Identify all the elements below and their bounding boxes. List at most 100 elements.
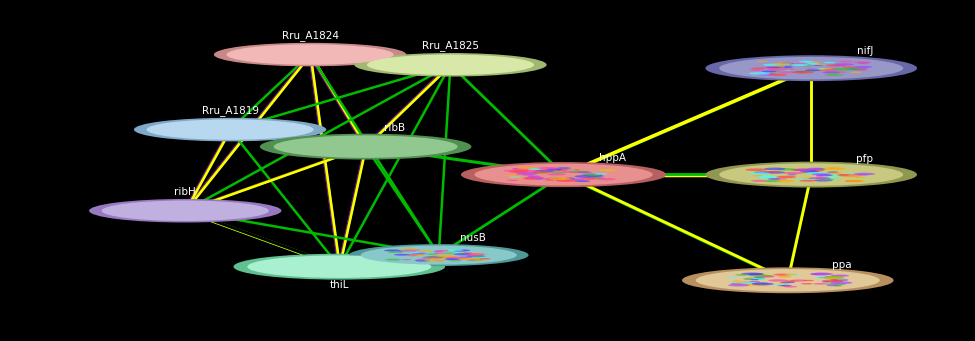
- Ellipse shape: [547, 168, 563, 170]
- Ellipse shape: [516, 172, 537, 175]
- Ellipse shape: [461, 162, 666, 187]
- Ellipse shape: [784, 69, 795, 70]
- Ellipse shape: [823, 72, 837, 73]
- Ellipse shape: [741, 272, 762, 275]
- Ellipse shape: [754, 277, 765, 278]
- Ellipse shape: [751, 282, 768, 284]
- Ellipse shape: [836, 279, 846, 281]
- Ellipse shape: [749, 69, 764, 71]
- Ellipse shape: [394, 254, 410, 256]
- Ellipse shape: [503, 170, 521, 172]
- Ellipse shape: [850, 72, 862, 73]
- Ellipse shape: [763, 180, 782, 182]
- Ellipse shape: [402, 251, 419, 254]
- Ellipse shape: [802, 173, 813, 174]
- Ellipse shape: [834, 285, 842, 286]
- Ellipse shape: [466, 255, 480, 256]
- Ellipse shape: [547, 173, 565, 176]
- Ellipse shape: [822, 178, 835, 180]
- Ellipse shape: [773, 63, 792, 65]
- Ellipse shape: [781, 70, 791, 71]
- Ellipse shape: [534, 170, 555, 172]
- Ellipse shape: [822, 280, 843, 282]
- Ellipse shape: [822, 281, 831, 282]
- Ellipse shape: [748, 283, 768, 286]
- Ellipse shape: [830, 279, 848, 281]
- Ellipse shape: [786, 274, 799, 276]
- Ellipse shape: [813, 168, 823, 169]
- Ellipse shape: [448, 249, 463, 251]
- Ellipse shape: [810, 273, 830, 275]
- Ellipse shape: [754, 275, 774, 277]
- Ellipse shape: [802, 65, 813, 66]
- Ellipse shape: [101, 201, 269, 221]
- Ellipse shape: [806, 168, 825, 170]
- Ellipse shape: [835, 68, 850, 70]
- Ellipse shape: [831, 275, 849, 277]
- Ellipse shape: [829, 173, 842, 174]
- Ellipse shape: [837, 174, 849, 176]
- Ellipse shape: [406, 253, 419, 254]
- Ellipse shape: [754, 275, 773, 277]
- Ellipse shape: [858, 62, 870, 63]
- Ellipse shape: [853, 61, 872, 64]
- Ellipse shape: [523, 177, 543, 180]
- Ellipse shape: [751, 68, 764, 69]
- Text: hppA: hppA: [599, 152, 626, 163]
- Ellipse shape: [454, 252, 475, 254]
- Ellipse shape: [831, 68, 841, 70]
- Ellipse shape: [805, 169, 820, 170]
- Ellipse shape: [453, 253, 473, 255]
- Ellipse shape: [731, 283, 743, 284]
- Ellipse shape: [804, 170, 817, 172]
- Ellipse shape: [764, 167, 786, 170]
- Ellipse shape: [748, 273, 764, 275]
- Ellipse shape: [534, 178, 546, 180]
- Ellipse shape: [817, 68, 826, 69]
- Ellipse shape: [797, 71, 815, 73]
- Ellipse shape: [780, 281, 795, 283]
- Ellipse shape: [732, 283, 751, 285]
- Ellipse shape: [826, 64, 846, 67]
- Ellipse shape: [435, 260, 445, 261]
- Ellipse shape: [423, 257, 435, 258]
- Ellipse shape: [408, 255, 417, 256]
- Ellipse shape: [815, 64, 825, 65]
- Ellipse shape: [467, 259, 483, 261]
- Ellipse shape: [550, 172, 567, 174]
- Ellipse shape: [773, 284, 787, 286]
- Ellipse shape: [397, 251, 416, 253]
- Ellipse shape: [766, 66, 781, 68]
- Ellipse shape: [571, 178, 585, 180]
- Ellipse shape: [720, 163, 903, 186]
- Ellipse shape: [581, 173, 603, 176]
- Ellipse shape: [795, 71, 807, 72]
- Ellipse shape: [793, 63, 808, 65]
- Ellipse shape: [845, 68, 863, 70]
- Ellipse shape: [581, 177, 600, 180]
- Ellipse shape: [557, 167, 571, 169]
- Ellipse shape: [814, 70, 824, 71]
- Ellipse shape: [798, 179, 812, 181]
- Ellipse shape: [474, 260, 486, 261]
- Ellipse shape: [761, 71, 776, 72]
- Ellipse shape: [544, 179, 555, 181]
- Ellipse shape: [585, 179, 595, 180]
- Ellipse shape: [435, 250, 449, 252]
- Ellipse shape: [780, 71, 797, 73]
- Ellipse shape: [859, 174, 868, 175]
- Ellipse shape: [554, 169, 573, 171]
- Ellipse shape: [696, 269, 879, 292]
- Ellipse shape: [750, 172, 770, 175]
- Ellipse shape: [741, 282, 753, 283]
- Ellipse shape: [248, 255, 431, 278]
- Ellipse shape: [401, 249, 419, 251]
- Ellipse shape: [134, 118, 327, 141]
- Ellipse shape: [800, 170, 819, 173]
- Ellipse shape: [532, 177, 543, 179]
- Ellipse shape: [822, 71, 840, 73]
- Ellipse shape: [824, 167, 845, 170]
- Ellipse shape: [505, 175, 518, 177]
- Ellipse shape: [519, 173, 527, 174]
- Ellipse shape: [750, 281, 760, 282]
